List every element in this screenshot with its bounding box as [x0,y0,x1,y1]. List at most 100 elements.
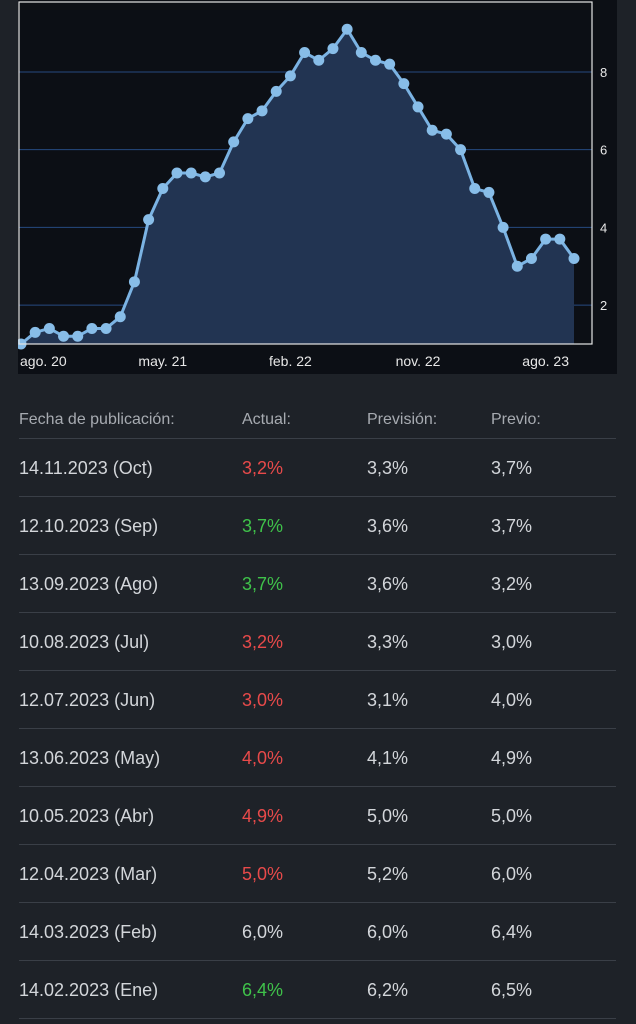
data-point[interactable] [228,136,240,148]
data-point[interactable] [398,78,410,90]
x-tick-label: ago. 23 [522,353,569,369]
row-previous: 3,7% [491,516,533,536]
table-row[interactable]: 12.04.2023 (Mar) 5,0% 5,2% 6,0% [19,845,616,903]
chart-panel: 2 4 6 8 ago. 20 may. 21 feb. 22 nov. 22 ago. 23 [18,0,617,374]
data-point[interactable] [341,23,353,35]
y-tick-label: 4 [600,220,607,235]
row-date: 13.09.2023 (Ago) [19,574,159,594]
row-date: 13.06.2023 (May) [19,748,161,768]
releases-table: Fecha de publicación: Actual: Previsión:… [19,402,616,1019]
row-forecast: 6,0% [367,922,409,942]
data-point[interactable] [43,322,55,334]
data-point[interactable] [284,70,296,82]
data-point[interactable] [384,58,396,70]
table-row[interactable]: 13.06.2023 (May) 4,0% 4,1% 4,9% [19,729,616,787]
data-point[interactable] [171,167,183,179]
data-point[interactable] [469,183,481,195]
table-row[interactable]: 10.08.2023 (Jul) 3,2% 3,3% 3,0% [19,613,616,671]
row-actual: 3,7% [242,574,284,594]
table-header: Fecha de publicación: Actual: Previsión:… [19,402,616,439]
data-point[interactable] [114,311,126,323]
row-date: 12.07.2023 (Jun) [19,690,156,710]
row-actual: 4,9% [242,806,284,826]
series-area [21,29,574,344]
data-point[interactable] [29,326,41,338]
row-actual: 3,0% [242,690,284,710]
y-tick-label: 6 [600,143,607,158]
table-row[interactable]: 14.03.2023 (Feb) 6,0% 6,0% 6,4% [19,903,616,961]
data-point[interactable] [412,101,424,113]
row-date: 10.08.2023 (Jul) [19,632,150,652]
row-previous: 3,0% [491,632,533,652]
row-forecast: 6,2% [367,980,409,1000]
data-point[interactable] [440,128,452,140]
table-row[interactable]: 10.05.2023 (Abr) 4,9% 5,0% 5,0% [19,787,616,845]
table-row[interactable]: 13.09.2023 (Ago) 3,7% 3,6% 3,2% [19,555,616,613]
data-point[interactable] [554,233,566,245]
table-body: 14.11.2023 (Oct) 3,2% 3,3% 3,7% 12.10.2023 (… [19,439,616,1019]
row-previous: 6,0% [491,864,533,884]
header-previous: Previo: [491,411,541,428]
data-point[interactable] [100,322,112,334]
data-point[interactable] [185,167,197,179]
data-point[interactable] [369,54,381,66]
data-point[interactable] [497,221,509,233]
data-point[interactable] [327,43,339,55]
data-point[interactable] [58,330,70,342]
row-actual: 6,4% [242,980,284,1000]
data-point[interactable] [157,183,169,195]
row-forecast: 4,1% [367,748,409,768]
row-date: 14.11.2023 (Oct) [19,458,153,478]
data-point[interactable] [128,276,140,288]
x-tick-label: feb. 22 [269,353,312,369]
row-date: 14.03.2023 (Feb) [19,922,158,942]
row-actual: 3,2% [242,458,284,478]
row-forecast: 5,0% [367,806,409,826]
row-forecast: 3,3% [367,632,409,652]
data-point[interactable] [355,47,367,59]
data-point[interactable] [72,330,84,342]
table-row[interactable]: 14.02.2023 (Ene) 6,4% 6,2% 6,5% [19,961,616,1019]
row-forecast: 3,3% [367,458,409,478]
row-forecast: 3,1% [367,690,409,710]
data-point[interactable] [242,113,254,125]
row-actual: 5,0% [242,864,284,884]
data-point[interactable] [256,105,268,117]
table-row[interactable]: 14.11.2023 (Oct) 3,2% 3,3% 3,7% [19,439,616,497]
data-point[interactable] [525,253,537,264]
data-point[interactable] [426,124,438,136]
row-previous: 6,4% [491,922,533,942]
data-point[interactable] [455,144,467,156]
header-date: Fecha de publicación: [19,411,175,428]
header-forecast: Previsión: [367,411,438,428]
row-previous: 6,5% [491,980,533,1000]
data-point[interactable] [86,322,98,334]
plot-frame [18,1,593,345]
data-point[interactable] [540,233,552,245]
row-previous: 4,9% [491,748,533,768]
row-actual: 3,7% [242,516,284,536]
data-point[interactable] [568,253,580,264]
data-point[interactable] [199,171,211,183]
x-tick-label: nov. 22 [396,353,441,369]
data-point[interactable] [313,54,325,66]
data-point[interactable] [270,85,282,97]
inflation-chart: 2 4 6 8 ago. 20 may. 21 feb. 22 nov. 22 ago. 23 [18,1,607,369]
data-point[interactable] [214,167,226,179]
data-point[interactable] [483,186,495,198]
y-tick-label: 2 [600,298,607,313]
row-forecast: 3,6% [367,574,409,594]
data-point[interactable] [299,47,311,59]
row-actual: 6,0% [242,922,284,942]
table-row[interactable]: 12.07.2023 (Jun) 3,0% 3,1% 4,0% [19,671,616,729]
x-tick-label: ago. 20 [20,353,67,369]
row-actual: 3,2% [242,632,284,652]
row-date: 12.10.2023 (Sep) [19,516,159,536]
table-row[interactable]: 12.10.2023 (Sep) 3,7% 3,6% 3,7% [19,497,616,555]
data-point[interactable] [511,260,523,272]
row-date: 12.04.2023 (Mar) [19,864,158,884]
row-previous: 3,2% [491,574,533,594]
row-previous: 4,0% [491,690,533,710]
data-point[interactable] [143,214,155,226]
row-date: 10.05.2023 (Abr) [19,806,155,826]
